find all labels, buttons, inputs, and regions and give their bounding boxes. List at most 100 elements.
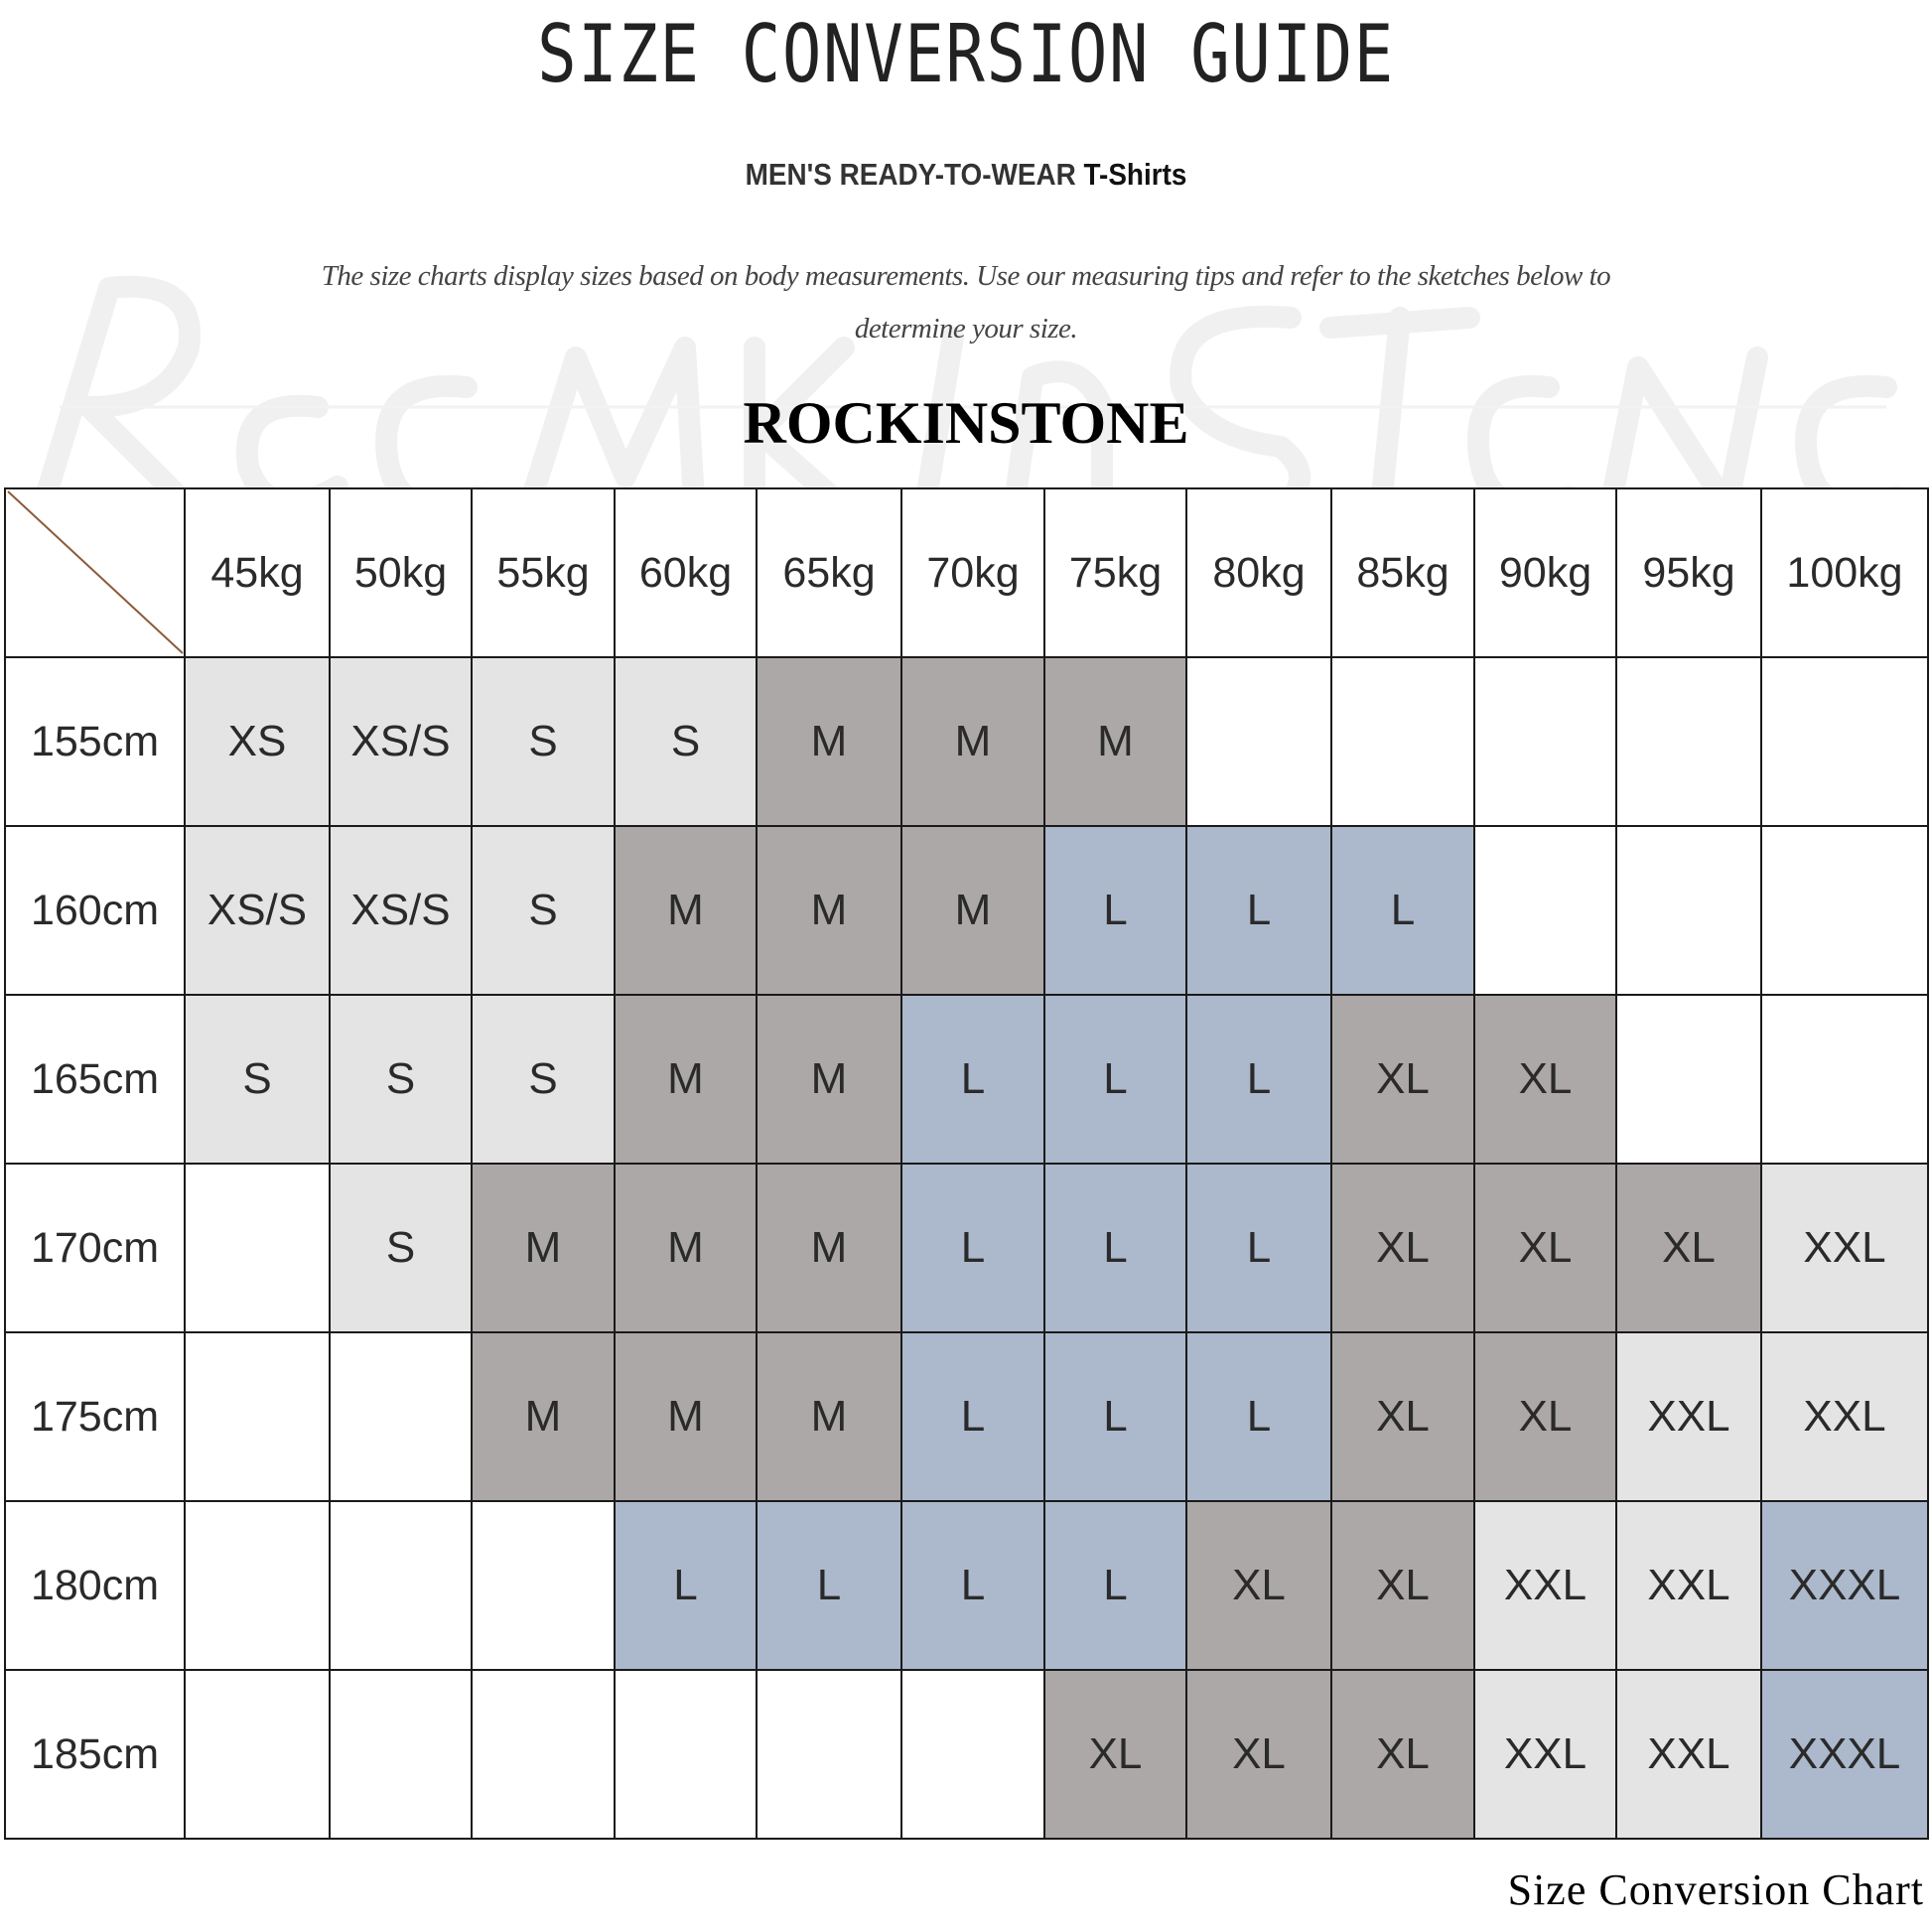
size-cell — [1185, 656, 1332, 827]
weight-header: 45kg — [184, 487, 331, 658]
size-cell: M — [756, 1163, 902, 1333]
size-cell: M — [614, 994, 758, 1165]
table-row: 170cm S M M M L L L XL XL XL XXL — [4, 1163, 1929, 1333]
size-cell: XXXL — [1760, 1669, 1929, 1840]
height-header: 165cm — [4, 994, 186, 1165]
size-cell — [184, 1500, 331, 1671]
weight-header: 95kg — [1615, 487, 1762, 658]
size-cell — [1330, 656, 1475, 827]
size-cell: XL — [1330, 994, 1475, 1165]
corner-cell — [4, 487, 186, 658]
size-cell — [471, 1669, 616, 1840]
size-cell — [1615, 825, 1762, 996]
size-cell — [329, 1331, 473, 1502]
size-cell: XXL — [1760, 1331, 1929, 1502]
size-cell: M — [1043, 656, 1187, 827]
size-cell — [1760, 994, 1929, 1165]
size-cell: XXL — [1615, 1331, 1762, 1502]
size-cell: L — [756, 1500, 902, 1671]
size-cell: L — [1185, 1331, 1332, 1502]
size-cell: M — [614, 1331, 758, 1502]
size-cell: XXXL — [1760, 1500, 1929, 1671]
size-cell — [184, 1331, 331, 1502]
size-cell: M — [900, 656, 1045, 827]
height-header: 180cm — [4, 1500, 186, 1671]
size-cell: XL — [1330, 1669, 1475, 1840]
size-cell: M — [614, 825, 758, 996]
size-cell: L — [900, 1163, 1045, 1333]
size-cell: L — [900, 1500, 1045, 1671]
size-cell: M — [614, 1163, 758, 1333]
height-header: 170cm — [4, 1163, 186, 1333]
height-header: 160cm — [4, 825, 186, 996]
table-row: 175cm M M M L L L XL XL XXL XXL — [4, 1331, 1929, 1502]
size-cell: XL — [1330, 1331, 1475, 1502]
size-table: 45kg 50kg 55kg 60kg 65kg 70kg 75kg 80kg 85kg 90kg… — [4, 487, 1929, 1840]
size-cell: XS/S — [329, 825, 473, 996]
size-cell: S — [471, 994, 616, 1165]
size-cell: M — [900, 825, 1045, 996]
size-cell: L — [1043, 1331, 1187, 1502]
size-cell — [1760, 656, 1929, 827]
weight-header: 75kg — [1043, 487, 1187, 658]
header-row: 45kg 50kg 55kg 60kg 65kg 70kg 75kg 80kg 85kg 90kg… — [4, 487, 1929, 658]
size-cell: S — [329, 994, 473, 1165]
height-header: 185cm — [4, 1669, 186, 1840]
weight-header: 80kg — [1185, 487, 1332, 658]
weight-header: 65kg — [756, 487, 902, 658]
size-cell: XS/S — [184, 825, 331, 996]
subtitle-product: T-Shirts — [1083, 157, 1187, 192]
size-cell: XS — [184, 656, 331, 827]
size-cell: L — [1185, 825, 1332, 996]
size-cell: S — [471, 656, 616, 827]
subtitle: MEN'S READY-TO-WEAR T-Shirts — [96, 157, 1835, 193]
weight-header: 50kg — [329, 487, 473, 658]
size-cell — [1473, 656, 1617, 827]
height-header: 175cm — [4, 1331, 186, 1502]
table-row: 185cm XL XL XL XXL XXL XXXL — [4, 1669, 1929, 1840]
size-cell: XL — [1185, 1669, 1332, 1840]
size-cell: XL — [1185, 1500, 1332, 1671]
size-cell: S — [184, 994, 331, 1165]
size-cell — [900, 1669, 1045, 1840]
size-cell: XXL — [1473, 1500, 1617, 1671]
size-cell: XXL — [1760, 1163, 1929, 1333]
table-row: 165cm S S S M M L L L XL XL — [4, 994, 1929, 1165]
size-cell: L — [1043, 1163, 1187, 1333]
size-cell: L — [614, 1500, 758, 1671]
size-cell: XL — [1043, 1669, 1187, 1840]
size-cell: XL — [1330, 1163, 1475, 1333]
size-cell: XXL — [1615, 1500, 1762, 1671]
size-cell: L — [1330, 825, 1475, 996]
size-cell: S — [614, 656, 758, 827]
size-cell: M — [756, 994, 902, 1165]
weight-header: 60kg — [614, 487, 758, 658]
size-cell — [1760, 825, 1929, 996]
weight-header: 55kg — [471, 487, 616, 658]
size-cell — [1615, 994, 1762, 1165]
size-cell — [184, 1669, 331, 1840]
footer-caption: Size Conversion Chart — [1507, 1865, 1924, 1914]
size-cell: XXL — [1615, 1669, 1762, 1840]
weight-header: 85kg — [1330, 487, 1475, 658]
size-cell — [756, 1669, 902, 1840]
size-cell — [184, 1163, 331, 1333]
description: The size charts display sizes based on b… — [321, 260, 1611, 345]
size-cell: XL — [1473, 994, 1617, 1165]
size-cell — [1473, 825, 1617, 996]
size-cell: L — [1185, 1163, 1332, 1333]
size-cell: XL — [1330, 1500, 1475, 1671]
weight-header: 90kg — [1473, 487, 1617, 658]
size-cell — [329, 1500, 473, 1671]
subtitle-main: MEN'S READY-TO-WEAR — [745, 157, 1076, 192]
size-cell: M — [756, 656, 902, 827]
size-cell — [471, 1500, 616, 1671]
size-cell: L — [900, 994, 1045, 1165]
diagonal-line-icon — [7, 490, 184, 654]
size-cell: M — [756, 1331, 902, 1502]
size-cell: XL — [1473, 1331, 1617, 1502]
size-cell — [329, 1669, 473, 1840]
weight-header: 70kg — [900, 487, 1045, 658]
size-cell: XL — [1473, 1163, 1617, 1333]
size-cell: XS/S — [329, 656, 473, 827]
